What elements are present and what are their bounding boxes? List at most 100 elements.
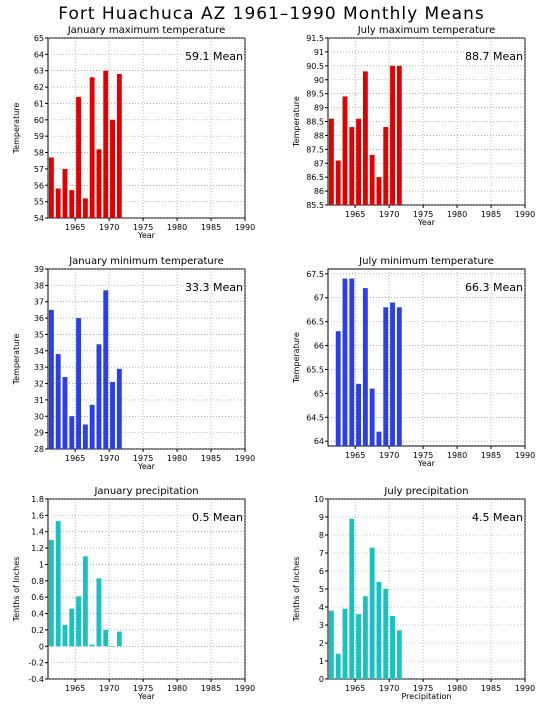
y-tick-label: 91.5 <box>306 34 324 43</box>
y-tick-label: 65 <box>314 389 324 398</box>
y-tick-label: 57 <box>34 165 44 174</box>
y-tick-label: 36 <box>34 314 44 323</box>
y-tick-label: 9 <box>319 513 324 522</box>
bar-1968 <box>376 431 382 446</box>
x-tick-label: 1970 <box>99 684 119 693</box>
y-tick-label: 58 <box>34 149 44 158</box>
y-tick-label: 1.8 <box>31 495 44 504</box>
bar-1961 <box>48 309 54 449</box>
bar-1966 <box>82 556 88 647</box>
bar-1970 <box>390 302 395 446</box>
mean-label: 4.5 Mean <box>472 511 523 524</box>
x-tick-label: 1990 <box>235 684 255 693</box>
bar-1971 <box>116 368 122 449</box>
x-tick-label: 1985 <box>201 684 221 693</box>
bar-1964 <box>69 190 75 218</box>
chart-panel-4: -0.4 -0.2 0 0.2 0.4 0.6 0.8 1 1.2 1.4 1.6 1.8 1965 19… <box>12 486 255 701</box>
x-axis-label: Year <box>417 459 436 468</box>
bar-1961 <box>328 610 334 679</box>
bar-1966 <box>82 198 88 218</box>
y-tick-label: 62 <box>34 83 44 92</box>
bar-1968 <box>96 149 102 218</box>
y-tick-label: 87.5 <box>306 145 324 154</box>
chart-panel-2: 28 29 30 31 32 33 34 35 36 37 38 39 1965 1970 1975 1980… <box>12 256 255 471</box>
bar-1965 <box>356 118 362 205</box>
x-tick-label: 1975 <box>133 223 153 232</box>
y-tick-label: 30 <box>34 412 44 421</box>
y-tick-label: 10 <box>314 495 324 504</box>
x-axis-label: Year <box>137 462 156 471</box>
y-tick-label: 39 <box>34 265 44 274</box>
y-tick-label: 33 <box>34 363 44 372</box>
y-tick-label: 63 <box>34 67 44 76</box>
y-tick-label: 31 <box>34 396 44 405</box>
bar-1967 <box>89 644 95 647</box>
bar-1965 <box>76 96 82 218</box>
x-tick-label: 1965 <box>345 451 365 460</box>
y-tick-label: 0.8 <box>31 577 44 586</box>
y-tick-label: 67 <box>314 294 324 303</box>
bar-1962 <box>55 521 61 647</box>
mean-label: 0.5 Mean <box>192 511 243 524</box>
x-tick-label: 1970 <box>99 223 119 232</box>
panel-title: July minimum temperature <box>358 256 494 267</box>
y-tick-label: 1.6 <box>31 511 44 520</box>
x-tick-label: 1990 <box>235 454 255 463</box>
y-tick-label: 64 <box>314 437 324 446</box>
bar-1962 <box>335 160 341 205</box>
chart-panel-1: 85.5 86 86.5 87 87.5 88 88.5 89 89.5 90 90.5 91 91.5… <box>292 25 535 227</box>
x-tick-label: 1970 <box>379 684 399 693</box>
bar-1970 <box>390 65 395 205</box>
y-tick-label: 0.4 <box>31 610 44 619</box>
y-axis-label: Temperature <box>12 334 21 386</box>
y-tick-label: 64 <box>34 50 44 59</box>
bar-1970 <box>110 646 115 647</box>
y-tick-label: 0 <box>319 675 324 684</box>
y-tick-label: 4 <box>319 603 324 612</box>
x-tick-label: 1975 <box>413 210 433 219</box>
x-axis-label: Precipitation <box>401 692 451 701</box>
y-axis-label: Tenths of Inches <box>292 557 301 623</box>
bar-1970 <box>390 616 395 679</box>
y-tick-label: 5 <box>319 585 324 594</box>
y-tick-label: -0.4 <box>28 675 44 684</box>
y-tick-label: 1.2 <box>31 544 44 553</box>
y-tick-label: 89.5 <box>306 90 324 99</box>
bar-1971 <box>116 74 122 218</box>
mean-label: 66.3 Mean <box>465 281 523 294</box>
bar-1969 <box>103 290 109 449</box>
bar-1963 <box>62 625 68 647</box>
y-tick-label: 88.5 <box>306 118 324 127</box>
y-tick-label: 7 <box>319 549 324 558</box>
y-tick-label: 87 <box>314 159 324 168</box>
y-tick-label: 3 <box>319 621 324 630</box>
y-tick-label: 29 <box>34 429 44 438</box>
y-tick-label: 60 <box>34 116 44 125</box>
bar-1964 <box>349 278 355 446</box>
y-tick-label: 37 <box>34 298 44 307</box>
bar-1966 <box>82 424 88 449</box>
bar-1971 <box>116 631 122 647</box>
x-tick-label: 1980 <box>167 684 187 693</box>
y-axis-label: Temperature <box>292 332 301 384</box>
y-axis-label: Temperature <box>292 96 301 148</box>
bar-1964 <box>349 518 355 679</box>
bar-1967 <box>369 154 375 205</box>
bar-1970 <box>110 119 115 218</box>
bar-1966 <box>362 288 368 446</box>
x-tick-label: 1965 <box>345 684 365 693</box>
x-tick-label: 1990 <box>235 223 255 232</box>
panel-title: January precipitation <box>93 486 198 497</box>
y-tick-label: 85.5 <box>306 201 324 210</box>
y-tick-label: 55 <box>34 198 44 207</box>
y-tick-label: -0.2 <box>28 659 44 668</box>
bar-1964 <box>69 416 75 449</box>
bar-1968 <box>376 581 382 679</box>
bar-1962 <box>335 331 341 446</box>
y-tick-label: 1 <box>319 657 324 666</box>
bar-1967 <box>369 547 375 679</box>
bar-1971 <box>396 307 402 446</box>
y-tick-label: 0.6 <box>31 593 44 602</box>
y-tick-label: 89 <box>314 104 324 113</box>
